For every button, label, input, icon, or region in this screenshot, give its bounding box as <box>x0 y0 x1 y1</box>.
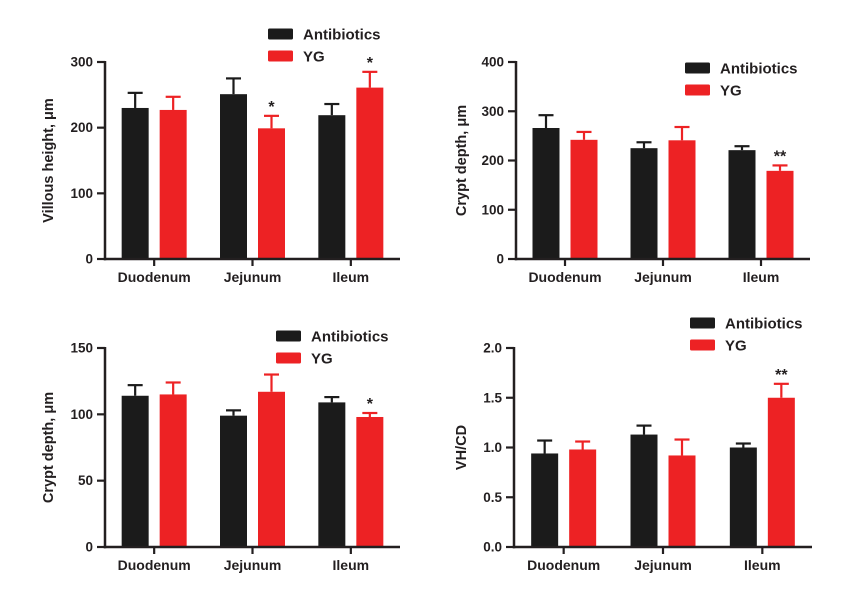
chart-crypt-depth-bottom: * 0 50 100 150 Duodenum Jejunum Ileum Crypt dept… <box>41 329 400 573</box>
category-label: Jejunum <box>634 557 692 573</box>
category-label: Duodenum <box>528 269 601 285</box>
significance-marker: ** <box>775 367 788 384</box>
bar-antibiotics-duodenum <box>121 395 149 547</box>
y-tick-label: 1.0 <box>483 440 502 455</box>
legend-label-antibiotics: Antibiotics <box>303 27 381 44</box>
category-label: Ileum <box>743 269 780 285</box>
bar-yg-jejunum <box>258 128 285 259</box>
y-tick-label: 2.0 <box>483 341 502 356</box>
legend-swatch-antibiotics <box>276 330 301 342</box>
category-label: Jejunum <box>224 557 282 573</box>
y-axis-title: Crypt depth, μm <box>41 392 57 503</box>
significance-marker: ** <box>774 148 787 165</box>
bar-yg-ileum <box>766 170 794 259</box>
category-label: Duodenum <box>527 557 600 573</box>
legend-label-antibiotics: Antibiotics <box>725 316 803 333</box>
y-tick-label: 200 <box>70 120 93 135</box>
y-axis-title: Villous height, μm <box>41 98 57 223</box>
y-tick-label: 100 <box>481 202 504 217</box>
y-tick-label: 0.0 <box>483 540 502 555</box>
y-axis-title: Crypt depth, μm <box>454 105 470 216</box>
bar-yg-duodenum <box>570 139 598 259</box>
bar-yg-jejunum <box>668 140 696 259</box>
legend-label-yg: YG <box>725 338 747 355</box>
bar-antibiotics-jejunum <box>630 148 658 259</box>
bar-antibiotics-jejunum <box>220 94 247 259</box>
bar-yg-jejunum <box>258 391 285 547</box>
legend-label-yg: YG <box>311 351 333 368</box>
legend-swatch-yg <box>685 84 710 96</box>
y-tick-label: 200 <box>481 153 504 168</box>
bar-antibiotics-duodenum <box>532 127 560 260</box>
bar-yg-jejunum <box>668 455 696 547</box>
bar-antibiotics-duodenum <box>121 107 149 259</box>
bar-yg-duodenum <box>159 394 187 547</box>
bar-antibiotics-jejunum <box>630 434 658 547</box>
category-label: Jejunum <box>634 269 692 285</box>
bar-yg-ileum <box>767 397 795 547</box>
legend-label-yg: YG <box>720 83 742 100</box>
y-tick-label: 0 <box>85 540 93 555</box>
significance-marker: * <box>367 396 374 413</box>
y-tick-label: 150 <box>70 341 93 356</box>
legend-swatch-yg <box>276 352 301 364</box>
bar-yg-duodenum <box>159 109 187 259</box>
chart-vh-cd-ratio: ** 0.0 0.5 1.0 1.5 2.0 Duodenum Jejunum Ileum VH/… <box>454 316 812 573</box>
legend-label-antibiotics: Antibiotics <box>311 329 389 346</box>
y-tick-label: 300 <box>70 55 93 70</box>
bar-antibiotics-jejunum <box>220 415 247 547</box>
y-tick-label: 1.5 <box>483 390 502 405</box>
bar-antibiotics-ileum <box>318 402 346 547</box>
significance-marker: * <box>268 99 275 116</box>
significance-marker: * <box>367 55 374 72</box>
chart-crypt-depth-top: ** 0 100 200 300 400 Duodenum Jejunum Ileum Crypt… <box>454 55 810 285</box>
legend-swatch-yg <box>690 339 715 351</box>
y-tick-label: 400 <box>481 55 504 70</box>
legend-swatch-yg <box>268 50 293 62</box>
legend-label-yg: YG <box>303 49 325 66</box>
y-tick-label: 0 <box>496 252 504 267</box>
legend-label-antibiotics: Antibiotics <box>720 61 798 78</box>
bar-antibiotics-ileum <box>729 447 757 547</box>
category-label: Jejunum <box>224 269 282 285</box>
bar-yg-ileum <box>356 87 384 259</box>
legend-swatch-antibiotics <box>685 62 710 74</box>
legend-swatch-antibiotics <box>690 317 715 329</box>
bar-yg-duodenum <box>569 449 597 547</box>
category-label: Duodenum <box>118 269 191 285</box>
bar-yg-ileum <box>356 416 384 547</box>
y-axis-title: VH/CD <box>454 425 470 470</box>
category-label: Duodenum <box>118 557 191 573</box>
y-tick-label: 100 <box>70 407 93 422</box>
y-tick-label: 50 <box>78 473 93 488</box>
chart-villous-height: * * 0 100 200 300 Duodenum Jejunum Ileum Villous … <box>41 27 400 285</box>
y-tick-label: 300 <box>481 104 504 119</box>
y-tick-label: 0 <box>85 252 93 267</box>
legend-swatch-antibiotics <box>268 28 293 40</box>
y-tick-label: 0.5 <box>483 490 502 505</box>
bar-antibiotics-duodenum <box>531 453 559 547</box>
category-label: Ileum <box>333 269 370 285</box>
y-tick-label: 100 <box>70 186 93 201</box>
category-label: Ileum <box>333 557 370 573</box>
bar-antibiotics-ileum <box>728 150 756 259</box>
bar-antibiotics-ileum <box>318 115 346 259</box>
category-label: Ileum <box>744 557 781 573</box>
